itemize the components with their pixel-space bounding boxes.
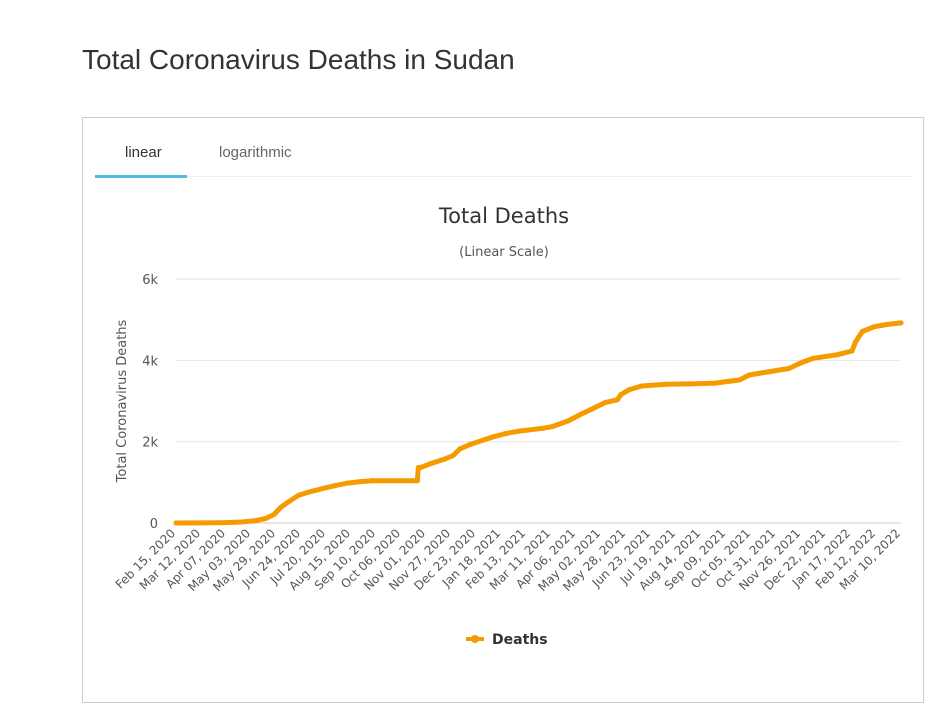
data-point (467, 442, 473, 447)
series-layer (173, 320, 904, 526)
data-point (859, 329, 865, 334)
data-point (503, 431, 509, 436)
data-point (263, 516, 269, 521)
data-point (688, 381, 694, 387)
data-point (761, 370, 767, 375)
data-point (253, 518, 259, 524)
data-point (479, 437, 485, 443)
data-point (824, 353, 829, 359)
page-title: Total Coronavirus Deaths in Sudan (82, 44, 515, 75)
data-point (278, 505, 284, 510)
chart-title: Total Deaths (438, 204, 569, 228)
data-point (727, 378, 733, 384)
data-point (222, 520, 228, 526)
data-point (810, 355, 816, 361)
data-point (712, 380, 718, 386)
data-point (286, 498, 292, 504)
data-point (799, 359, 805, 365)
y-tick-labels: 0 2k 4k 6k (142, 273, 158, 532)
data-point (737, 377, 743, 383)
y-tick-label: 4k (142, 354, 158, 369)
active-tab-indicator (95, 175, 187, 178)
data-point (663, 381, 669, 387)
data-point (786, 366, 792, 371)
data-point (457, 446, 463, 452)
data-point (306, 489, 312, 495)
y-tick-label: 0 (150, 517, 158, 532)
y-tick-label: 2k (142, 436, 158, 451)
data-point (271, 512, 277, 517)
data-point (627, 387, 632, 393)
legend[interactable]: Deaths (466, 632, 548, 648)
data-point (541, 425, 547, 431)
series-line-deaths (173, 320, 904, 526)
gridlines (176, 278, 901, 524)
data-point (332, 483, 338, 489)
data-point (345, 480, 351, 486)
y-axis-label: Total Coronavirus Deaths (115, 319, 130, 483)
chart-subtitle: (Linear Scale) (459, 245, 549, 260)
data-point (296, 492, 302, 498)
legend-dot-marker (471, 635, 479, 643)
data-point (849, 348, 855, 354)
data-point (414, 478, 420, 484)
data-point (173, 520, 179, 526)
data-point (427, 461, 433, 467)
data-point (614, 397, 620, 403)
chart-panel: linear logarithmic Total Deaths (Linear … (82, 117, 924, 703)
data-point (884, 322, 890, 327)
tab-logarithmic[interactable]: logarithmic (219, 144, 292, 161)
data-point (492, 433, 498, 439)
data-point (516, 428, 522, 434)
data-point (898, 320, 904, 326)
deaths-chart: Total Deaths (Linear Scale) Total Corona… (113, 204, 904, 648)
data-point (369, 478, 375, 484)
data-point (198, 520, 203, 526)
data-point (602, 400, 608, 406)
data-point (549, 424, 555, 430)
data-point (239, 519, 245, 525)
data-point (618, 392, 624, 397)
data-point (320, 485, 326, 491)
data-point (565, 418, 571, 424)
data-point (835, 352, 841, 358)
data-point (418, 464, 424, 470)
tab-linear[interactable]: linear (125, 144, 162, 161)
legend-label-deaths: Deaths (492, 632, 548, 648)
scale-tabs: linear logarithmic (95, 118, 913, 178)
data-point (578, 411, 584, 417)
y-tick-label: 6k (142, 273, 158, 288)
data-point (590, 406, 596, 412)
data-point (639, 383, 645, 389)
data-point (359, 479, 365, 484)
data-point (853, 339, 859, 345)
data-point (450, 453, 456, 458)
data-point (394, 478, 400, 484)
data-point (872, 324, 878, 330)
data-point (443, 456, 449, 462)
data-point (746, 372, 752, 378)
